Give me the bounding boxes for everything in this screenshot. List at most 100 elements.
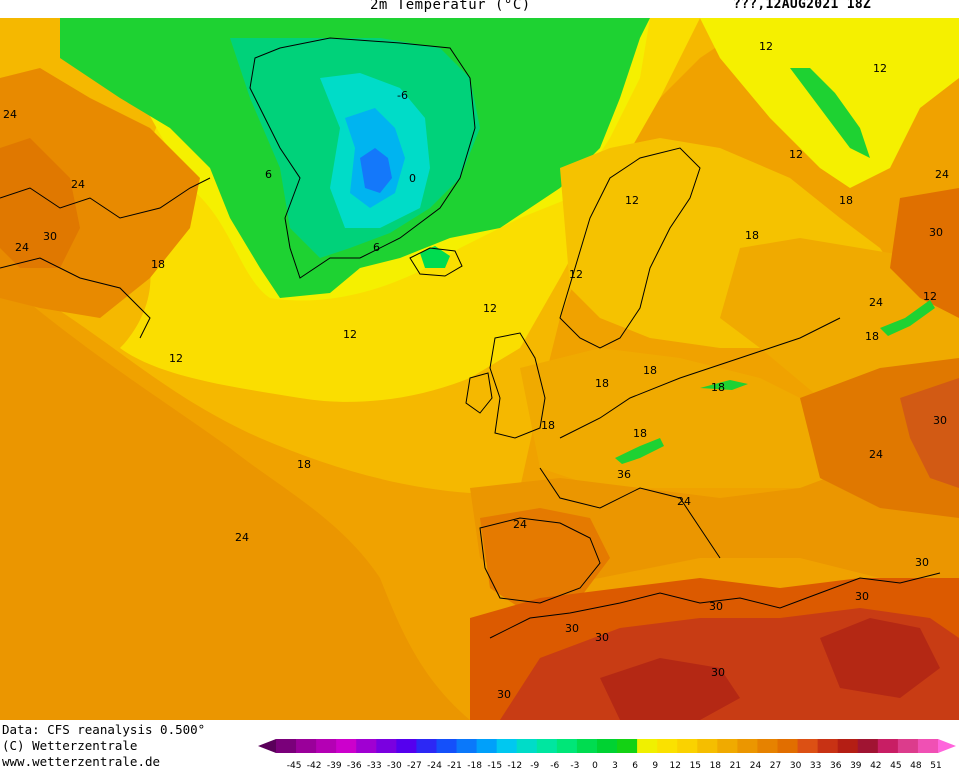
temp-band-middle-east — [900, 378, 959, 488]
colorbar-tick-label: 45 — [890, 761, 901, 770]
contour-label: 24 — [235, 531, 249, 544]
contour-label: 24 — [869, 448, 883, 461]
colorbar-swatch — [817, 739, 839, 753]
colorbar-swatch — [917, 739, 939, 753]
ireland-coastline — [465, 372, 493, 414]
colorbar-tick-label: -9 — [530, 761, 539, 770]
colorbar-tick-label: -24 — [427, 761, 442, 770]
contour-label: 36 — [617, 468, 631, 481]
contour-label: 30 — [709, 600, 723, 613]
contour-label: 24 — [71, 178, 85, 191]
colorbar-tick-label: -6 — [550, 761, 559, 770]
colorbar-swatch — [276, 739, 297, 753]
colorbar-swatch — [757, 739, 779, 753]
colorbar-tick-label: -3 — [570, 761, 579, 770]
scandinavia-coastline — [559, 147, 701, 349]
colorbar-tick-label: -39 — [327, 761, 342, 770]
colorbar-swatch — [857, 739, 879, 753]
colorbar-swatch — [556, 739, 578, 753]
temp-band-iceland — [420, 246, 450, 268]
colorbar-swatch — [677, 739, 698, 753]
colorbar-swatch — [376, 739, 397, 753]
colorbar-tick-label: 27 — [770, 761, 781, 770]
colorbar-tick-label: -33 — [367, 761, 382, 770]
canada-coastline — [0, 177, 211, 339]
colorbar-tick-label: 30 — [790, 761, 802, 770]
greenland-coastline — [249, 37, 476, 279]
colorbar-tick-label: 33 — [810, 761, 821, 770]
iceland-coastline — [409, 247, 463, 277]
colorbar-swatch — [516, 739, 538, 753]
credits: Data: CFS reanalysis 0.500° (C) Wetterze… — [2, 722, 205, 770]
colorbar-swatch — [496, 739, 518, 753]
contour-label: 30 — [929, 226, 943, 239]
temp-band-carpathians — [700, 380, 748, 390]
europe-coastline — [479, 317, 841, 604]
contour-label: 6 — [265, 168, 272, 181]
colorbar-swatch — [877, 739, 899, 753]
website-link[interactable]: www.wetterzentrale.de — [2, 754, 161, 769]
colorbar-tick-label: 48 — [910, 761, 922, 770]
contour-label: 30 — [711, 666, 725, 679]
temp-band-iberia — [480, 508, 610, 608]
colorbar-tick-label: -36 — [347, 761, 362, 770]
contour-label: 12 — [873, 62, 887, 75]
colorbar-tick-label: 15 — [690, 761, 701, 770]
colorbar-tick-label: 6 — [632, 761, 638, 770]
colorbar-swatch — [456, 739, 478, 753]
contour-label: 24 — [3, 108, 17, 121]
valid-time: ???,12AUG2021 18Z — [733, 0, 872, 12]
colorbar-tick-label: 39 — [850, 761, 862, 770]
contour-label: 12 — [483, 302, 497, 315]
temp-band-canada-hot — [0, 138, 80, 268]
contour-label: 24 — [677, 495, 691, 508]
color-legend: -45 -42 -39 -36 -33 -30 -27 -24 -21 -18 -15 -12 -9 -6… — [258, 739, 956, 770]
colorbar-tick-label: 3 — [612, 761, 618, 770]
colorbar-arrow-low — [258, 739, 276, 753]
temp-band-ice-min — [360, 148, 392, 193]
temp-band-caucasus — [880, 300, 935, 336]
chart-title: 2m Temperatur (°C) — [370, 0, 531, 13]
contour-label: 18 — [643, 364, 657, 377]
contour-label: 6 — [373, 241, 380, 254]
colorbar-swatch — [797, 739, 819, 753]
colorbar-tick-label: -45 — [287, 761, 302, 770]
colorbar-swatch — [737, 739, 758, 753]
contour-label: 18 — [151, 258, 165, 271]
contour-label: 18 — [865, 330, 879, 343]
colorbar-swatch — [637, 739, 658, 753]
colorbar-swatch — [576, 739, 598, 753]
africa-coastline — [489, 572, 941, 639]
colorbar-tick-label: 42 — [870, 761, 881, 770]
contour-label: 12 — [625, 194, 639, 207]
contour-label: 30 — [933, 414, 947, 427]
contour-label: 30 — [855, 590, 869, 603]
contour-label: -6 — [397, 89, 408, 102]
contour-label: 30 — [43, 230, 57, 243]
colorbar-arrow-high — [938, 739, 956, 753]
contour-label: 12 — [789, 148, 803, 161]
contour-label: 12 — [343, 328, 357, 341]
colorbar-tick-label: -27 — [407, 761, 422, 770]
temp-band-europe — [520, 348, 860, 488]
temp-band-arctic-east-3 — [790, 68, 870, 158]
temperature-map: -6 0 6 6 12 12 12 12 12 12 12 12 12 18 1… — [0, 18, 959, 720]
colorbar-swatch — [296, 739, 317, 753]
contour-label: 12 — [759, 40, 773, 53]
contour-label: 30 — [595, 631, 609, 644]
contour-label: 12 — [569, 268, 583, 281]
data-source: Data: CFS reanalysis 0.500° — [2, 722, 206, 737]
colorbar-tick-label: -15 — [487, 761, 502, 770]
colorbar-tick-label: 18 — [710, 761, 722, 770]
contour-label: 12 — [169, 352, 183, 365]
colorbar-tick-label: 51 — [930, 761, 941, 770]
contour-label: 30 — [565, 622, 579, 635]
contour-label: 24 — [513, 518, 527, 531]
colorbar-swatch — [717, 739, 738, 753]
colorbar-swatch — [416, 739, 437, 753]
colorbar-swatch — [536, 739, 558, 753]
contour-label: 24 — [15, 241, 29, 254]
temp-band-alps — [615, 438, 664, 464]
contour-label: 30 — [915, 556, 929, 569]
colorbar-tick-label: 0 — [592, 761, 598, 770]
